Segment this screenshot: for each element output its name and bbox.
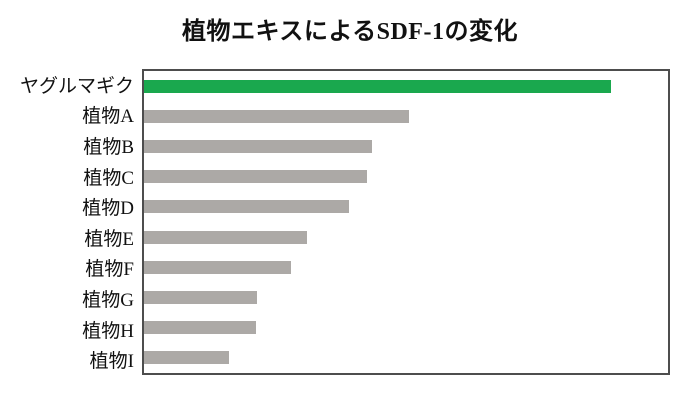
bar — [144, 140, 372, 153]
category-labels-column: ヤグルマギク植物A 植物B 植物C 植物D 植物E 植物F 植物G 植物H 植物I — [0, 69, 134, 375]
bar-row — [144, 162, 668, 192]
category-label: 植物I — [89, 351, 134, 373]
bar — [144, 170, 367, 184]
category-label: 植物A — [82, 106, 134, 128]
bar-row — [144, 71, 668, 101]
category-label: 植物C — [83, 167, 134, 189]
category-label: 植物G — [82, 289, 134, 311]
bar — [144, 230, 307, 244]
category-label: 植物D — [82, 198, 134, 220]
bar — [144, 321, 257, 335]
category-label: 植物E — [84, 228, 134, 250]
bar — [144, 260, 292, 274]
category-label: 植物F — [85, 259, 134, 281]
bar-row — [144, 101, 668, 131]
bar-row — [144, 222, 668, 252]
chart-title: 植物エキスによるSDF-1の変化 — [182, 19, 518, 45]
category-label: 植物B — [83, 136, 134, 158]
bar — [144, 109, 409, 123]
category-label: ヤグルマギク — [19, 75, 134, 97]
bar-row — [144, 252, 668, 282]
bar-highlight — [144, 79, 612, 93]
bar-row — [144, 131, 668, 161]
bar — [144, 351, 230, 365]
category-label: 植物H — [82, 320, 134, 342]
plot-area — [142, 69, 670, 375]
bar-row — [144, 282, 668, 312]
bar-row — [144, 343, 668, 373]
bar — [144, 200, 349, 214]
bar-row — [144, 313, 668, 343]
bar — [144, 291, 258, 305]
bar-row — [144, 192, 668, 222]
